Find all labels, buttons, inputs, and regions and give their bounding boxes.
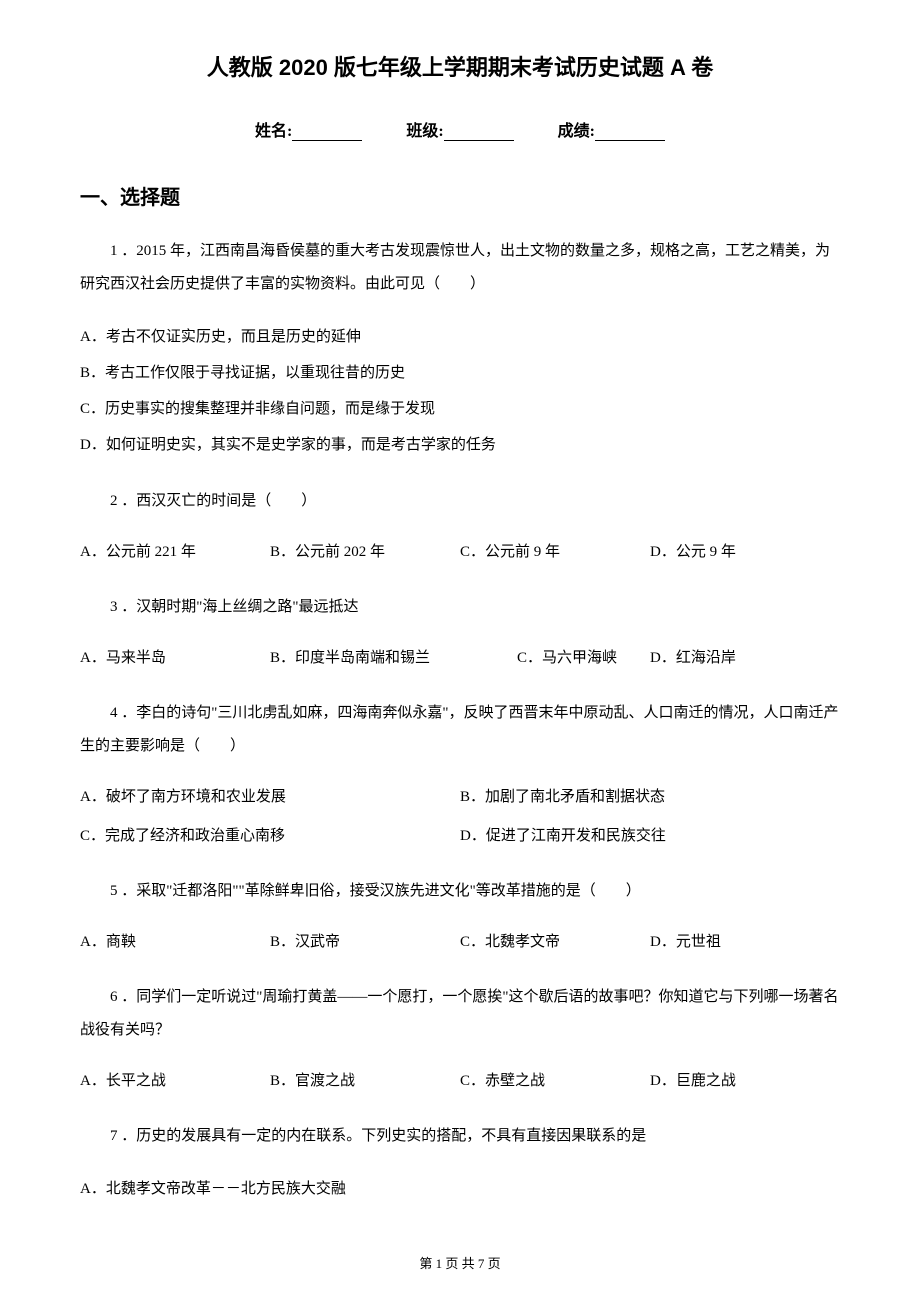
score-field: 成绩: [558,117,665,141]
q6-option-b: B．官渡之战 [270,1065,460,1098]
q3-option-a: A．马来半岛 [80,642,270,675]
question-6-options: A．长平之战 B．官渡之战 C．赤壁之战 D．巨鹿之战 [80,1065,840,1098]
q3-option-d: D．红海沿岸 [650,642,840,675]
student-info-line: 姓名: 班级: 成绩: [80,117,840,141]
q7-option-a: A．北魏孝文帝改革－－北方民族大交融 [80,1171,840,1207]
q1-option-b: B．考古工作仅限于寻找证据，以重现往昔的历史 [80,355,840,391]
question-6-text: 6 ．同学们一定听说过"周瑜打黄盖——一个愿打，一个愿挨"这个歇后语的故事吧？你… [80,981,840,1047]
question-1-text: 1 ．2015 年，江西南昌海昏侯墓的重大考古发现震惊世人，出土文物的数量之多，… [80,235,840,301]
page-footer: 第 1 页 共 7 页 [0,1253,920,1272]
q6-option-d: D．巨鹿之战 [650,1065,840,1098]
question-3-text: 3 ．汉朝时期"海上丝绸之路"最远抵达 [80,591,840,624]
name-label: 姓名: [255,123,292,140]
q6-option-c: C．赤壁之战 [460,1065,650,1098]
question-2-text: 2 ．西汉灭亡的时间是（ ） [80,485,840,518]
question-7-text: 7 ．历史的发展具有一定的内在联系。下列史实的搭配，不具有直接因果联系的是 [80,1120,840,1153]
q5-option-a: A．商鞅 [80,926,270,959]
question-4-options-cd: C．完成了经济和政治重心南移 D．促进了江南开发和民族交往 [80,820,840,853]
score-label: 成绩: [558,123,595,140]
class-label: 班级: [406,123,443,140]
section-heading: 一、选择题 [80,181,840,210]
q3-option-b: B．印度半岛南端和锡兰 [270,642,517,675]
q4-option-c: C．完成了经济和政治重心南移 [80,820,460,853]
q5-option-d: D．元世祖 [650,926,840,959]
question-4-options-ab: A．破坏了南方环境和农业发展 B．加剧了南北矛盾和割据状态 [80,781,840,814]
q4-option-a: A．破坏了南方环境和农业发展 [80,781,460,814]
question-7-options: A．北魏孝文帝改革－－北方民族大交融 [80,1171,840,1207]
q2-option-c: C．公元前 9 年 [460,536,650,569]
q3-option-c: C．马六甲海峡 [517,642,650,675]
q5-option-b: B．汉武帝 [270,926,460,959]
score-blank [595,140,665,141]
exam-title: 人教版 2020 版七年级上学期期末考试历史试题 A 卷 [80,50,840,82]
name-field: 姓名: [255,117,362,141]
q2-option-b: B．公元前 202 年 [270,536,460,569]
q2-option-a: A．公元前 221 年 [80,536,270,569]
class-blank [444,140,514,141]
question-4-text: 4 ．李白的诗句"三川北虏乱如麻，四海南奔似永嘉"，反映了西晋末年中原动乱、人口… [80,697,840,763]
q2-option-d: D．公元 9 年 [650,536,840,569]
q4-option-d: D．促进了江南开发和民族交往 [460,820,840,853]
q5-option-c: C．北魏孝文帝 [460,926,650,959]
q1-option-d: D．如何证明史实，其实不是史学家的事，而是考古学家的任务 [80,427,840,463]
q1-option-a: A．考古不仅证实历史，而且是历史的延伸 [80,319,840,355]
question-5-options: A．商鞅 B．汉武帝 C．北魏孝文帝 D．元世祖 [80,926,840,959]
q4-option-b: B．加剧了南北矛盾和割据状态 [460,781,840,814]
class-field: 班级: [406,117,513,141]
name-blank [292,140,362,141]
question-1-options: A．考古不仅证实历史，而且是历史的延伸 B．考古工作仅限于寻找证据，以重现往昔的… [80,319,840,463]
question-3-options: A．马来半岛 B．印度半岛南端和锡兰 C．马六甲海峡 D．红海沿岸 [80,642,840,675]
question-2-options: A．公元前 221 年 B．公元前 202 年 C．公元前 9 年 D．公元 9… [80,536,840,569]
q6-option-a: A．长平之战 [80,1065,270,1098]
question-5-text: 5 ．采取"迁都洛阳""革除鲜卑旧俗，接受汉族先进文化"等改革措施的是（ ） [80,875,840,908]
q1-option-c: C．历史事实的搜集整理并非缘自问题，而是缘于发现 [80,391,840,427]
